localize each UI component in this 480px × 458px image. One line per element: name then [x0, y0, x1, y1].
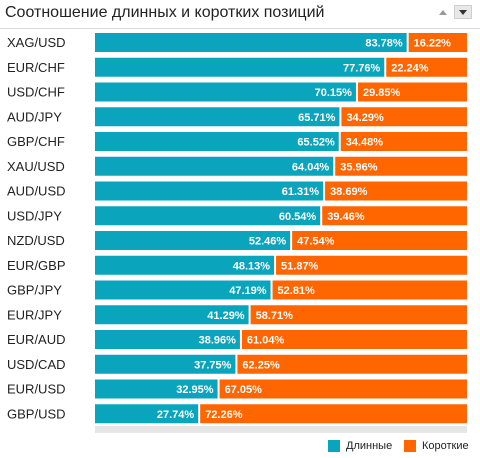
short-value-label: 67.05%: [225, 384, 263, 396]
short-bar: [200, 404, 467, 424]
long-bar: [95, 181, 324, 201]
short-value-label: 51.87%: [281, 260, 319, 272]
long-value-label: 77.76%: [343, 62, 381, 74]
long-bar: [95, 231, 291, 250]
short-bar: [219, 379, 467, 399]
long-value-label: 52.46%: [249, 236, 287, 248]
pair-label: NZD/USD: [7, 233, 65, 248]
short-bar: [408, 33, 467, 52]
triangle-up-icon: [439, 9, 447, 15]
legend-label-long: Длинные: [346, 440, 393, 452]
sort-descending-button[interactable]: [454, 5, 472, 19]
chart-legend: Длинные Короткие: [0, 436, 480, 456]
long-bar: [95, 305, 249, 325]
short-bar: [237, 354, 467, 374]
legend-swatch-long: [328, 440, 340, 452]
pair-label: GBP/CHF: [7, 134, 65, 149]
short-bar: [322, 206, 467, 226]
short-value-label: 29.85%: [363, 87, 401, 99]
short-value-label: 58.71%: [256, 310, 294, 322]
long-value-label: 38.96%: [199, 335, 237, 347]
long-bar: [95, 57, 385, 77]
sort-ascending-button[interactable]: [434, 5, 452, 19]
long-bar: [95, 354, 236, 374]
short-bar: [241, 330, 467, 349]
short-value-label: 35.96%: [340, 161, 378, 173]
long-bar: [95, 280, 271, 300]
pair-label: GBP/JPY: [7, 283, 62, 298]
short-bar: [357, 82, 467, 102]
pair-label: EUR/AUD: [7, 332, 66, 347]
long-bar: [95, 255, 275, 275]
long-bar: [95, 379, 218, 399]
short-value-label: 47.54%: [297, 236, 335, 248]
pair-label: USD/CAD: [7, 357, 66, 372]
pair-label: EUR/CHF: [7, 60, 65, 75]
long-bar: [95, 404, 199, 424]
long-bar: [95, 156, 334, 176]
long-short-ratio-chart: XAG/USD 83.78% 16.22% EUR/CHF 77.76% 22.24% US…: [7, 33, 467, 433]
long-value-label: 47.19%: [229, 285, 267, 297]
short-value-label: 72.26%: [205, 409, 243, 421]
triangle-down-icon: [459, 9, 467, 15]
short-bar: [250, 305, 467, 325]
short-bar: [325, 181, 467, 201]
short-bar: [292, 231, 467, 250]
pair-label: USD/JPY: [7, 208, 62, 223]
short-value-label: 34.48%: [346, 137, 384, 149]
long-bar: [95, 330, 240, 349]
short-value-label: 39.46%: [327, 211, 365, 223]
short-value-label: 22.24%: [391, 62, 429, 74]
pair-label: EUR/JPY: [7, 307, 62, 322]
long-value-label: 70.15%: [315, 87, 353, 99]
pair-label: XAU/USD: [7, 159, 65, 174]
long-value-label: 65.52%: [297, 137, 335, 149]
pair-label: USD/CHF: [7, 85, 65, 100]
long-value-label: 60.54%: [279, 211, 317, 223]
long-value-label: 32.95%: [176, 384, 214, 396]
pair-label: AUD/JPY: [7, 109, 62, 124]
short-value-label: 62.25%: [242, 359, 280, 371]
short-value-label: 61.04%: [247, 335, 285, 347]
short-value-label: 52.81%: [278, 285, 316, 297]
long-bar: [95, 107, 340, 127]
pair-label: XAG/USD: [7, 35, 66, 50]
short-value-label: 16.22%: [414, 38, 452, 50]
chart-baseline-track: [95, 426, 467, 433]
legend-item-short: Короткие: [404, 440, 469, 452]
short-value-label: 38.69%: [330, 186, 368, 198]
long-bar: [95, 33, 407, 52]
long-value-label: 61.31%: [282, 186, 320, 198]
long-bar: [95, 206, 321, 226]
short-bar: [272, 280, 467, 300]
long-value-label: 65.71%: [298, 112, 336, 124]
pair-label: GBP/USD: [7, 406, 66, 421]
long-value-label: 48.13%: [233, 260, 271, 272]
pair-label: EUR/GBP: [7, 258, 66, 273]
short-bar: [341, 107, 467, 127]
legend-item-long: Длинные: [328, 440, 392, 452]
pair-label: AUD/USD: [7, 184, 66, 199]
legend-swatch-short: [404, 440, 416, 452]
long-value-label: 41.29%: [207, 310, 245, 322]
long-value-label: 27.74%: [157, 409, 195, 421]
short-bar: [340, 132, 467, 151]
short-bar: [335, 156, 467, 176]
pair-label: EUR/USD: [7, 382, 66, 397]
long-bar: [95, 132, 339, 151]
header: Соотношение длинных и коротких позиций: [0, 0, 480, 29]
long-value-label: 83.78%: [365, 38, 403, 50]
short-bar: [386, 57, 467, 77]
short-value-label: 34.29%: [346, 112, 384, 124]
legend-label-short: Короткие: [422, 440, 469, 452]
long-bar: [95, 82, 356, 102]
long-value-label: 37.75%: [194, 359, 232, 371]
long-value-label: 64.04%: [292, 161, 330, 173]
page-title: Соотношение длинных и коротких позиций: [5, 4, 325, 21]
short-bar: [276, 255, 467, 275]
